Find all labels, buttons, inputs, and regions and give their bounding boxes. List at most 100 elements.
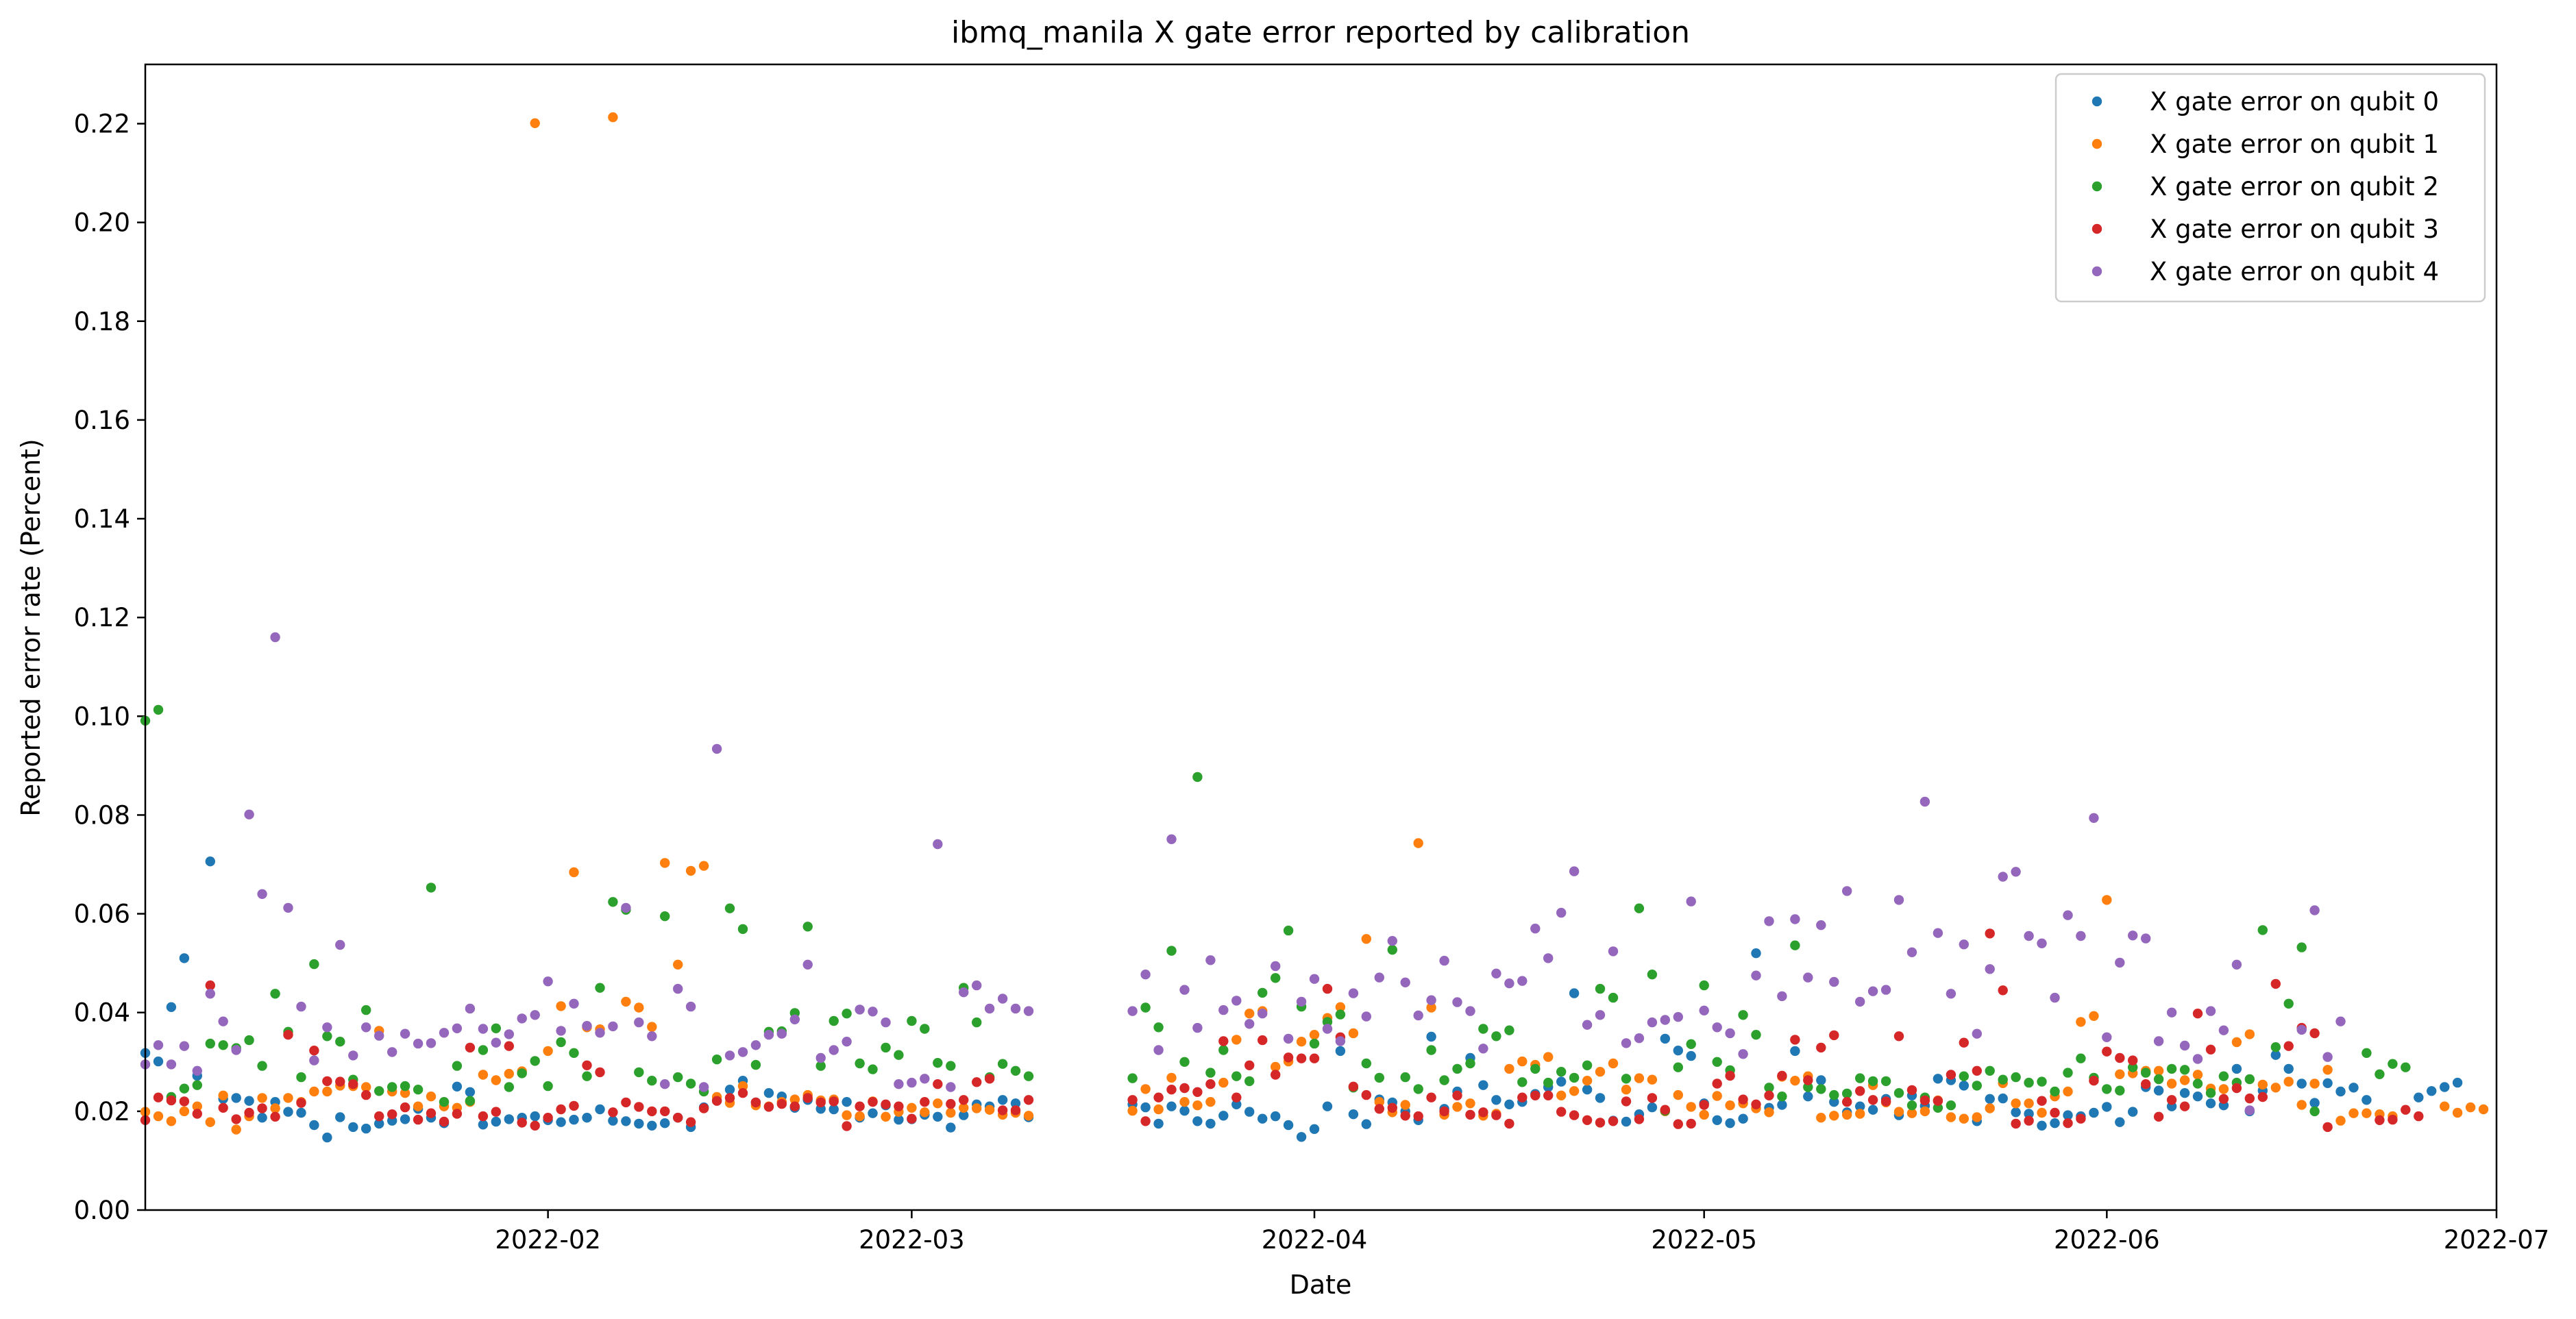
data-point	[1738, 1010, 1748, 1020]
data-point	[660, 858, 670, 868]
data-point	[1387, 945, 1398, 955]
data-point	[1361, 1058, 1372, 1069]
data-point	[2102, 1084, 2112, 1094]
data-point	[2076, 1053, 2086, 1063]
data-point	[2037, 938, 2047, 949]
data-point	[1972, 1112, 1982, 1122]
data-point	[1374, 1097, 1385, 1107]
data-point	[2050, 1107, 2060, 1118]
data-point	[1192, 772, 1203, 782]
data-point	[361, 1022, 371, 1033]
data-point	[1218, 1045, 1229, 1055]
data-point	[2414, 1092, 2424, 1102]
data-point	[724, 1050, 735, 1061]
data-point	[1361, 1011, 1372, 1022]
y-tick-label: 0.18	[74, 307, 130, 336]
data-point	[608, 112, 618, 123]
data-point	[984, 1003, 995, 1014]
data-point	[855, 1101, 865, 1111]
data-point	[1322, 983, 1333, 994]
data-point	[2115, 1052, 2125, 1063]
data-point	[1946, 1112, 1956, 1122]
data-point	[1023, 1006, 1034, 1016]
data-point	[1725, 1070, 1735, 1081]
data-point	[582, 1113, 592, 1123]
data-point	[711, 743, 722, 754]
data-point	[1205, 1079, 1216, 1089]
data-point	[1140, 970, 1151, 980]
data-point	[2115, 1069, 2125, 1080]
data-point	[1595, 983, 1606, 994]
data-point	[1491, 1031, 1501, 1041]
data-point	[2218, 1084, 2229, 1094]
data-point	[802, 1093, 813, 1103]
data-point	[413, 1114, 424, 1125]
data-point	[374, 1031, 384, 1041]
data-point	[737, 1081, 748, 1092]
data-point	[750, 1059, 761, 1070]
data-point	[2063, 1086, 2073, 1097]
data-point	[1946, 1070, 1956, 1080]
data-point	[842, 1121, 852, 1131]
data-point	[270, 1103, 280, 1113]
data-point	[478, 1045, 489, 1055]
data-point	[582, 1071, 592, 1081]
data-point	[829, 1104, 839, 1115]
data-point	[153, 1056, 164, 1067]
data-point	[1985, 1103, 1995, 1113]
data-point	[1673, 1046, 1683, 1056]
data-point	[1660, 1033, 1670, 1044]
y-tick-label: 0.14	[74, 504, 130, 534]
data-point	[374, 1118, 384, 1129]
data-point	[1673, 1089, 1683, 1100]
data-point	[569, 867, 579, 878]
y-tick-label: 0.16	[74, 406, 130, 435]
data-point	[997, 994, 1008, 1004]
data-point	[309, 1055, 319, 1065]
data-point	[1400, 977, 1410, 988]
data-point	[1413, 1010, 1423, 1021]
data-point	[1608, 1116, 1619, 1126]
data-point	[1855, 996, 1865, 1007]
data-point	[1465, 1109, 1475, 1120]
data-point	[270, 632, 280, 643]
data-point	[1972, 1065, 1982, 1076]
data-point	[1556, 1090, 1567, 1101]
data-point	[257, 1093, 267, 1103]
data-point	[2205, 1098, 2216, 1109]
data-point	[1582, 1076, 1593, 1086]
data-point	[1816, 920, 1826, 930]
data-point	[2179, 1088, 2190, 1098]
data-point	[491, 1116, 501, 1127]
data-point	[517, 1068, 527, 1078]
data-point	[1023, 1071, 1034, 1081]
data-point	[1569, 1072, 1580, 1083]
data-point	[2440, 1082, 2450, 1092]
data-point	[517, 1013, 527, 1024]
data-point	[1972, 1081, 1982, 1091]
data-point	[2153, 1074, 2164, 1085]
data-point	[1244, 1019, 1255, 1029]
data-point	[2322, 1122, 2333, 1133]
data-point	[829, 1096, 839, 1107]
data-point	[582, 1060, 592, 1071]
data-point	[829, 1015, 839, 1026]
data-point	[2089, 813, 2099, 824]
data-point	[1452, 1063, 1462, 1074]
data-point	[1867, 1076, 1878, 1087]
data-point	[2296, 1100, 2307, 1110]
data-point	[569, 1048, 579, 1059]
data-point	[1271, 1111, 1281, 1122]
data-point	[907, 1102, 917, 1113]
data-point	[685, 1117, 696, 1127]
data-point	[205, 989, 215, 999]
data-point	[1959, 1037, 1969, 1048]
data-point	[1829, 1111, 1839, 1121]
data-point	[2427, 1086, 2437, 1096]
data-point	[1751, 970, 1761, 981]
data-point	[1530, 1063, 1541, 1074]
data-point	[270, 989, 280, 999]
data-point	[569, 998, 579, 1009]
data-point	[1621, 1096, 1632, 1107]
data-point	[1855, 1073, 1865, 1083]
